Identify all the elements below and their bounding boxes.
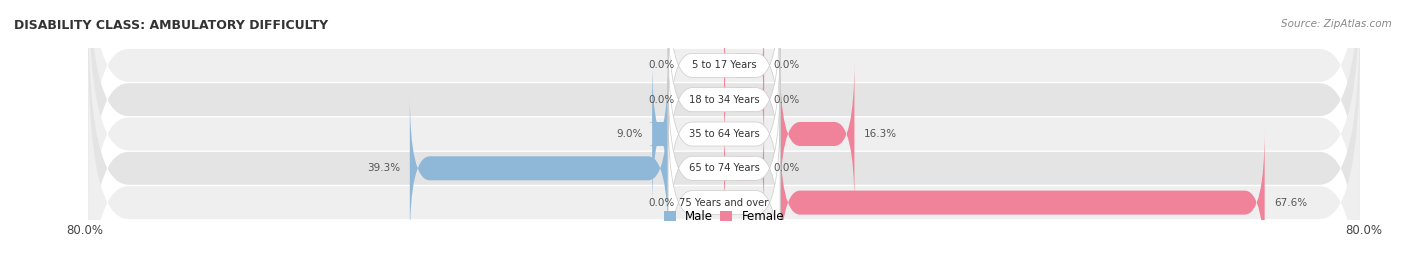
Text: 16.3%: 16.3%	[865, 129, 897, 139]
FancyBboxPatch shape	[648, 60, 672, 208]
FancyBboxPatch shape	[668, 0, 780, 156]
Text: 9.0%: 9.0%	[616, 129, 643, 139]
Legend: Male, Female: Male, Female	[659, 205, 789, 228]
FancyBboxPatch shape	[89, 47, 1360, 268]
FancyBboxPatch shape	[409, 95, 668, 242]
Text: 0.0%: 0.0%	[648, 95, 675, 105]
FancyBboxPatch shape	[89, 0, 1360, 255]
FancyBboxPatch shape	[780, 60, 855, 208]
Text: 75 Years and over: 75 Years and over	[679, 198, 769, 208]
Text: 67.6%: 67.6%	[1274, 198, 1308, 208]
Text: 39.3%: 39.3%	[367, 163, 401, 173]
Text: 0.0%: 0.0%	[648, 198, 675, 208]
FancyBboxPatch shape	[724, 26, 763, 105]
Text: Source: ZipAtlas.com: Source: ZipAtlas.com	[1281, 19, 1392, 29]
Text: DISABILITY CLASS: AMBULATORY DIFFICULTY: DISABILITY CLASS: AMBULATORY DIFFICULTY	[14, 19, 328, 32]
Text: 5 to 17 Years: 5 to 17 Years	[692, 60, 756, 70]
FancyBboxPatch shape	[668, 112, 780, 268]
Text: 0.0%: 0.0%	[773, 95, 800, 105]
Text: 0.0%: 0.0%	[773, 60, 800, 70]
FancyBboxPatch shape	[780, 129, 1264, 268]
FancyBboxPatch shape	[668, 77, 780, 259]
FancyBboxPatch shape	[89, 0, 1360, 268]
Text: 18 to 34 Years: 18 to 34 Years	[689, 95, 759, 105]
FancyBboxPatch shape	[89, 13, 1360, 268]
Text: 65 to 74 Years: 65 to 74 Years	[689, 163, 759, 173]
FancyBboxPatch shape	[724, 129, 763, 208]
FancyBboxPatch shape	[89, 0, 1360, 221]
Text: 0.0%: 0.0%	[773, 163, 800, 173]
Text: 35 to 64 Years: 35 to 64 Years	[689, 129, 759, 139]
FancyBboxPatch shape	[668, 43, 780, 225]
FancyBboxPatch shape	[668, 9, 780, 191]
FancyBboxPatch shape	[724, 60, 763, 139]
Text: 0.0%: 0.0%	[648, 60, 675, 70]
